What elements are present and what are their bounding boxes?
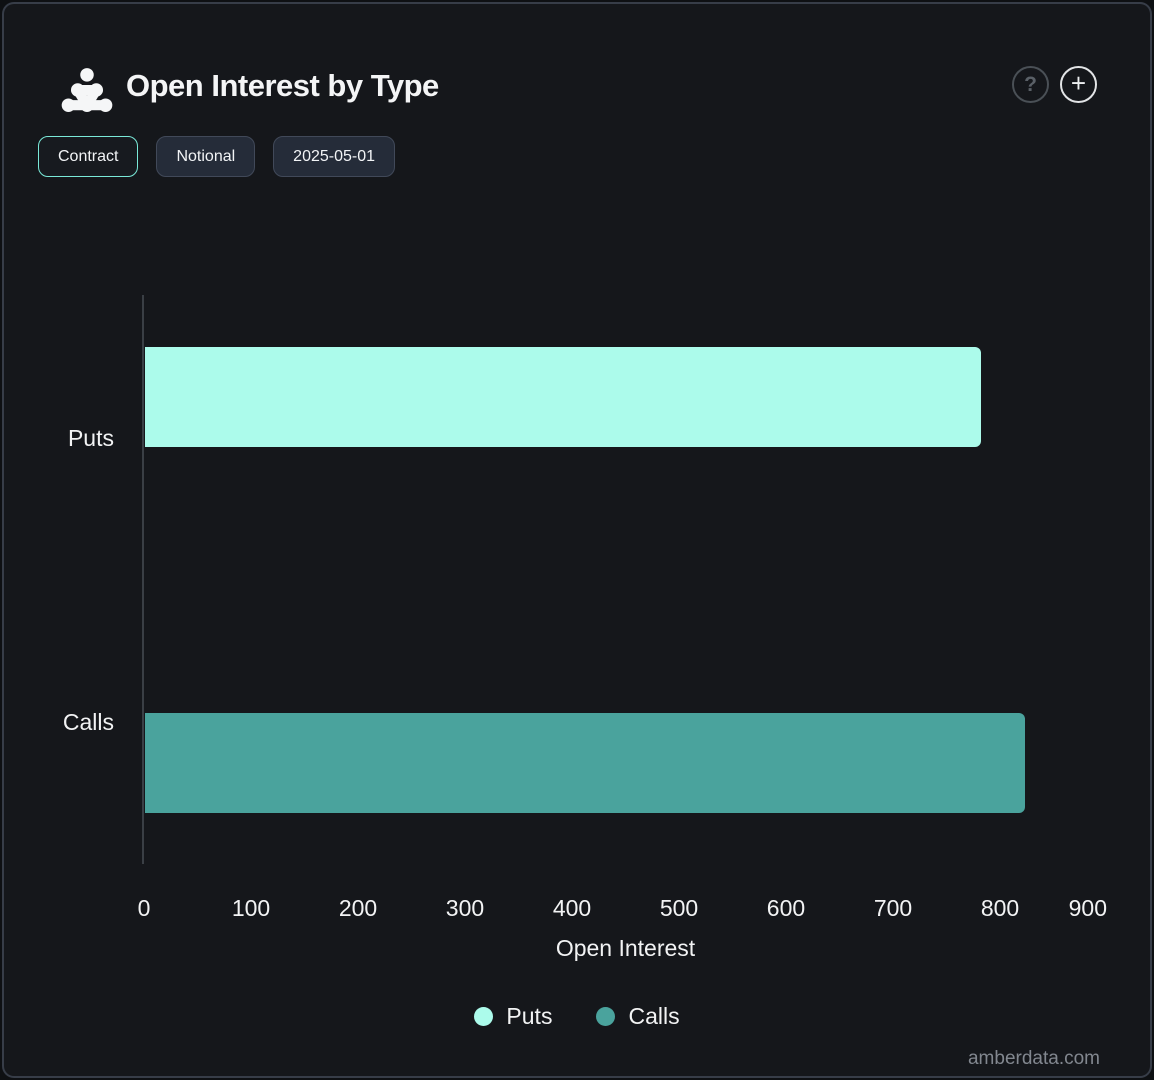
legend-item-calls[interactable]: Calls: [596, 1003, 680, 1030]
add-icon[interactable]: +: [1060, 66, 1097, 103]
puts-legend-dot-icon: [474, 1007, 494, 1026]
plus-glyph: +: [1070, 67, 1087, 98]
x-tick-label: 800: [980, 895, 1020, 921]
x-tick-label: 100: [231, 895, 271, 921]
calls-legend-dot-icon: [596, 1007, 616, 1026]
help-icon[interactable]: ?: [1012, 66, 1049, 103]
calls-bar[interactable]: [145, 713, 1025, 813]
x-tick-label: 700: [873, 895, 913, 921]
legend-item-puts[interactable]: Puts: [474, 1003, 552, 1030]
x-tick-label: 200: [338, 895, 378, 921]
y-axis-line: [142, 295, 144, 864]
x-tick-label: 400: [552, 895, 592, 921]
amberdata-logo-icon: [61, 68, 113, 112]
date-button[interactable]: 2025-05-01: [273, 136, 396, 177]
page-title: Open Interest by Type: [126, 68, 439, 103]
notional-button[interactable]: Notional: [156, 136, 256, 177]
puts-bar[interactable]: [145, 347, 981, 447]
contract-button[interactable]: Contract: [38, 136, 139, 177]
watermark: amberdata.com: [967, 1048, 1100, 1069]
x-tick-label: 900: [1068, 895, 1107, 921]
x-tick-label: 0: [137, 895, 151, 921]
x-tick-label: 300: [445, 895, 485, 921]
legend: Puts Calls: [4, 1003, 1150, 1030]
x-axis-title: Open Interest: [555, 935, 696, 961]
legend-label: Puts: [506, 1003, 553, 1029]
category-label-calls: Calls: [62, 709, 114, 735]
x-axis-ticks: 0 100 200 300 400 500 600 700 800 900: [138, 895, 1107, 925]
x-tick-label: 500: [659, 895, 699, 921]
x-tick-label: 600: [766, 895, 806, 921]
category-label-puts: Puts: [67, 425, 114, 451]
legend-label: Calls: [628, 1003, 680, 1029]
toolbar: Contract Notional 2025-05-01: [38, 136, 396, 177]
plot-area: [144, 295, 1107, 864]
help-glyph: ?: [1024, 72, 1037, 96]
